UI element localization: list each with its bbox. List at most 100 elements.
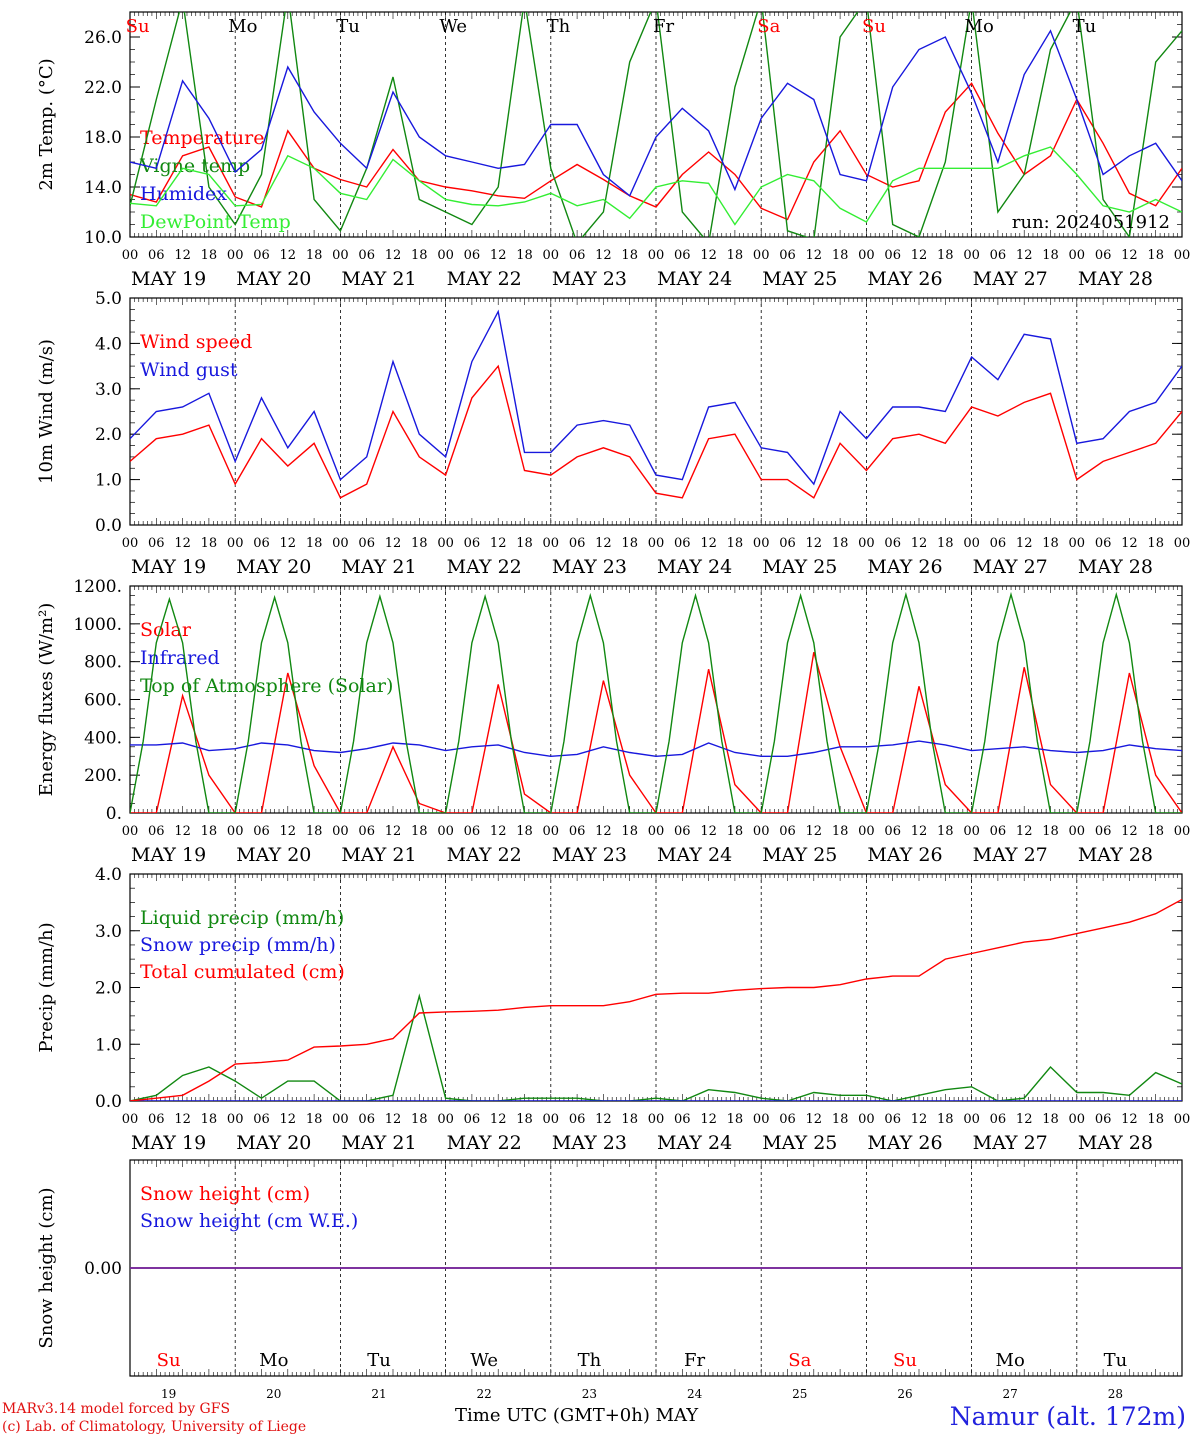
day-label: MAY 23 bbox=[552, 844, 627, 866]
hour-label: 00 bbox=[963, 824, 980, 839]
y-tick-label: 22.0 bbox=[84, 78, 122, 98]
day-label: MAY 24 bbox=[657, 268, 732, 290]
credit-line-1: MARv3.14 model forced by GFS bbox=[2, 1401, 231, 1417]
hour-label: 18 bbox=[937, 248, 954, 263]
run-annotation: run: 2024051912 bbox=[1012, 212, 1170, 233]
day-label: MAY 26 bbox=[867, 1132, 942, 1154]
hour-label: 00 bbox=[227, 536, 244, 551]
hour-label: 00 bbox=[1174, 248, 1191, 263]
y-tick-label: 10.0 bbox=[84, 228, 122, 248]
weekday-label: Th bbox=[578, 1350, 602, 1371]
weekday-label: Mo bbox=[965, 16, 994, 37]
hour-label: 06 bbox=[1095, 1112, 1112, 1127]
hour-label: 00 bbox=[332, 824, 349, 839]
hour-label: 18 bbox=[727, 248, 744, 263]
credits: MARv3.14 model forced by GFS (c) Lab. of… bbox=[2, 1400, 306, 1436]
hour-label: 12 bbox=[1121, 824, 1138, 839]
hour-label: 12 bbox=[700, 824, 717, 839]
hour-label: 12 bbox=[700, 536, 717, 551]
y-tick-label: 0.0 bbox=[95, 1092, 122, 1112]
hour-label: 00 bbox=[437, 536, 454, 551]
y-tick-label: 3.0 bbox=[95, 380, 122, 400]
hour-label: 12 bbox=[280, 248, 297, 263]
weekday-label: Fr bbox=[684, 1350, 705, 1371]
legend-entry: Wind speed bbox=[140, 331, 252, 353]
series-line-dewpoint-temp bbox=[130, 146, 1182, 226]
hour-label: 12 bbox=[490, 1112, 507, 1127]
y-tick-label: 1000. bbox=[73, 615, 122, 635]
hour-label: 06 bbox=[464, 1112, 481, 1127]
hour-label: 12 bbox=[174, 536, 191, 551]
hour-label: 18 bbox=[201, 536, 218, 551]
weekday-label: Mo bbox=[259, 1350, 288, 1371]
hour-label: 06 bbox=[464, 248, 481, 263]
legend-entry: Liquid precip (mm/h) bbox=[140, 907, 344, 929]
y-tick-label: 0. bbox=[106, 804, 122, 824]
day-label: MAY 24 bbox=[657, 844, 732, 866]
panel-3: 0. 200. 400. 600. 800. 1000. 1200. Energy fluxe… bbox=[36, 577, 1190, 866]
y-tick-label: 18.0 bbox=[84, 128, 122, 148]
hour-label: 00 bbox=[332, 1112, 349, 1127]
day-label: MAY 27 bbox=[973, 844, 1048, 866]
y-tick-label: 1.0 bbox=[95, 471, 122, 491]
panel-5: 0.00 Snow height (cm) Snow height (cm) Snow… bbox=[36, 1159, 1183, 1401]
hour-label: 12 bbox=[174, 248, 191, 263]
weekday-label: Tu bbox=[336, 16, 360, 37]
hour-label: 12 bbox=[595, 824, 612, 839]
hour-label: 18 bbox=[516, 1112, 533, 1127]
hour-label: 18 bbox=[516, 248, 533, 263]
hour-label: 18 bbox=[937, 1112, 954, 1127]
hour-label: 00 bbox=[1174, 824, 1191, 839]
day-label: MAY 21 bbox=[341, 844, 416, 866]
hour-label: 06 bbox=[990, 1112, 1007, 1127]
hour-label: 00 bbox=[753, 1112, 770, 1127]
hour-label: 18 bbox=[306, 1112, 323, 1127]
weekday-label: We bbox=[470, 1350, 498, 1371]
hour-label: 06 bbox=[253, 536, 270, 551]
hour-label: 06 bbox=[990, 824, 1007, 839]
series-line-wind-gust bbox=[130, 309, 1182, 486]
legend-entry: Solar bbox=[140, 619, 192, 641]
hour-label: 18 bbox=[306, 536, 323, 551]
hour-label: 12 bbox=[385, 824, 402, 839]
legend-entry: Total cumulated (cm) bbox=[140, 961, 345, 983]
day-label: MAY 27 bbox=[973, 268, 1048, 290]
hour-label: 18 bbox=[411, 824, 428, 839]
weekday-label: We bbox=[439, 16, 467, 37]
hour-label: 12 bbox=[911, 536, 928, 551]
day-label: MAY 21 bbox=[341, 1132, 416, 1154]
weekday-label: Mo bbox=[228, 16, 257, 37]
y-axis-label: Snow height (cm) bbox=[36, 1187, 57, 1348]
hour-label: 12 bbox=[385, 248, 402, 263]
day-label: MAY 25 bbox=[762, 1132, 837, 1154]
hour-label: 18 bbox=[621, 824, 638, 839]
hour-label: 06 bbox=[674, 536, 691, 551]
hour-label: 06 bbox=[253, 824, 270, 839]
hour-label: 06 bbox=[358, 248, 375, 263]
day-label: MAY 25 bbox=[762, 844, 837, 866]
station-name: Namur (alt. 172m) bbox=[949, 1402, 1186, 1431]
hour-label: 12 bbox=[700, 1112, 717, 1127]
hour-label: 12 bbox=[911, 1112, 928, 1127]
series-line-humidex bbox=[130, 29, 1182, 197]
hour-label: 00 bbox=[858, 1112, 875, 1127]
series-line-wind-speed bbox=[130, 364, 1182, 499]
hour-label: 06 bbox=[148, 824, 165, 839]
hour-label: 00 bbox=[122, 1112, 139, 1127]
hour-label: 18 bbox=[1147, 248, 1164, 263]
weekday-label: Tu bbox=[1104, 1350, 1128, 1371]
hour-label: 18 bbox=[201, 824, 218, 839]
day-label: MAY 26 bbox=[867, 844, 942, 866]
hour-label: 00 bbox=[1069, 248, 1086, 263]
hour-label: 12 bbox=[595, 536, 612, 551]
hour-label: 06 bbox=[569, 536, 586, 551]
day-label: MAY 27 bbox=[973, 1132, 1048, 1154]
hour-label: 12 bbox=[1016, 248, 1033, 263]
hour-label: 06 bbox=[358, 824, 375, 839]
hour-label: 12 bbox=[280, 536, 297, 551]
hour-label: 06 bbox=[884, 824, 901, 839]
y-axis-label: Energy fluxes (W/m²) bbox=[36, 603, 57, 797]
hour-label: 06 bbox=[253, 1112, 270, 1127]
weekday-label: Sa bbox=[757, 16, 780, 37]
weekday-label: Mo bbox=[996, 1350, 1025, 1371]
